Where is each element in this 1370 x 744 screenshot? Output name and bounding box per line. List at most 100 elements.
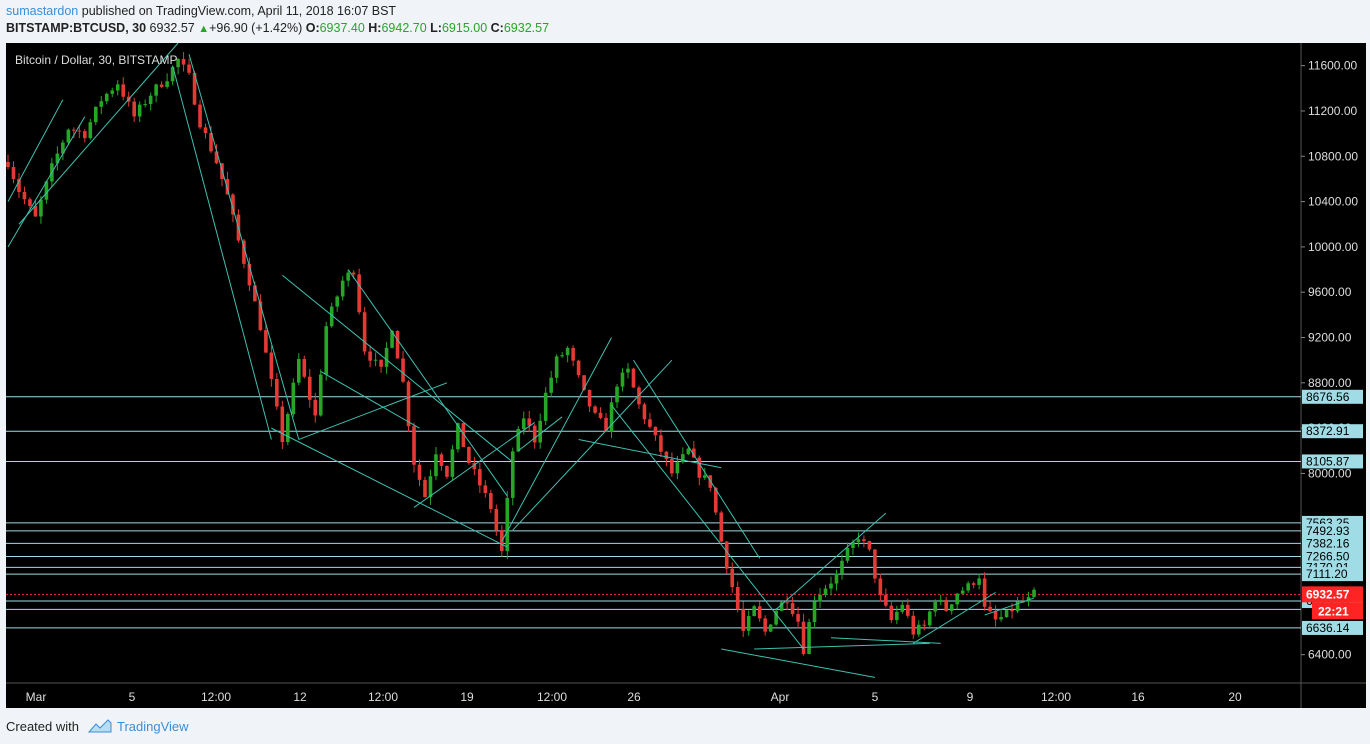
candle-body [659, 435, 663, 452]
candle-body [66, 129, 71, 143]
current-price-tag-bg [1302, 586, 1363, 603]
published-text: published on TradingView.com, April 11, … [78, 4, 397, 18]
candle-body [1032, 589, 1036, 598]
y-tick-label: 9600.00 [1308, 285, 1352, 299]
trendline [611, 405, 804, 650]
candle-body [763, 618, 767, 632]
level-price-label-bg [1302, 424, 1363, 439]
level-price-label-bg [1302, 389, 1363, 404]
level-price-label-bg [1302, 523, 1363, 538]
trendline [501, 337, 612, 542]
candle-body [927, 611, 932, 626]
candle-body [1004, 609, 1009, 618]
tradingview-logo-icon [88, 719, 112, 733]
candle-body [741, 609, 746, 631]
candle-body [505, 497, 510, 552]
candle-body [39, 199, 43, 217]
candle-body [1010, 609, 1014, 612]
y-tick-label: 11600.00 [1308, 59, 1357, 73]
candle-body [626, 368, 630, 373]
y-tick-label: 10400.00 [1308, 195, 1358, 209]
candle-body [494, 508, 499, 531]
x-tick-label: 12:00 [368, 690, 398, 704]
candle-body [253, 285, 257, 302]
candle-body [867, 541, 872, 550]
high-label: H: [368, 21, 382, 35]
candle-body [587, 389, 592, 407]
candle-body [313, 399, 318, 416]
candle-body [746, 615, 751, 631]
candle-body [340, 280, 345, 297]
candle-body [198, 104, 202, 128]
author-link[interactable]: sumastardon [6, 4, 79, 18]
candle-body [55, 153, 60, 164]
candle-body [72, 129, 76, 131]
level-price-label-bg [1302, 454, 1363, 469]
candle-body [231, 194, 235, 215]
candle-body [439, 454, 444, 466]
candle-body [796, 614, 800, 622]
level-price-label-bg [1302, 620, 1363, 635]
candle-body [165, 81, 169, 87]
level-price-label: 8105.87 [1306, 454, 1350, 468]
level-price-label: 6636.14 [1306, 621, 1350, 635]
candle-body [28, 199, 32, 206]
candle-body [445, 465, 449, 477]
candle-body [653, 426, 658, 436]
candle-body [247, 263, 252, 286]
candle-body [549, 377, 553, 393]
candle-body [11, 167, 16, 180]
publication-header: sumastardon published on TradingView.com… [0, 0, 1370, 42]
level-price-label-bg [1302, 536, 1363, 551]
candle-body [527, 418, 532, 426]
candle-body [489, 493, 493, 509]
candle-body [461, 423, 466, 448]
x-tick-label: 20 [1228, 690, 1242, 704]
candle-body [604, 417, 608, 433]
x-tick-label: 5 [129, 690, 136, 704]
candle-body [510, 451, 515, 498]
trendline [754, 642, 930, 650]
candle-body [960, 590, 965, 594]
x-tick-label: 19 [460, 690, 474, 704]
candle-body [368, 351, 372, 361]
x-tick-label: 12 [293, 690, 307, 704]
x-tick-label: Apr [771, 690, 790, 704]
countdown-tag: 22:21 [1318, 604, 1349, 618]
x-tick-label: 9 [967, 690, 974, 704]
price-chart[interactable]: 11600.00 11200.00 10800.00 10400.00 10000.00… [6, 43, 1366, 708]
candle-body [214, 151, 219, 164]
y-tick-label: 10800.00 [1308, 149, 1358, 163]
trendline [320, 371, 420, 429]
candle-body [878, 578, 883, 595]
candle-body [159, 84, 164, 87]
candle-body [895, 611, 899, 621]
created-with-label: Created with [6, 719, 79, 734]
open-value: 6937.40 [319, 21, 365, 35]
candle-body [115, 84, 120, 91]
candle-body [938, 599, 943, 602]
current-price-tag: 6932.57 [1306, 587, 1350, 601]
candle-body [631, 368, 636, 388]
trendline [517, 416, 563, 452]
candle-body [648, 419, 652, 427]
candle-body [774, 610, 778, 625]
candle-body [911, 615, 916, 635]
tradingview-link[interactable]: TradingView [117, 719, 189, 734]
candle-body [384, 347, 389, 367]
level-price-label: 7266.50 [1306, 550, 1350, 564]
candle-body [713, 487, 718, 513]
x-tick-label: 12:00 [1041, 690, 1071, 704]
trendline [721, 648, 875, 678]
candle-body [302, 358, 307, 377]
candle-body [560, 355, 564, 357]
candle-body [845, 547, 850, 561]
footer: Created with TradingView [0, 708, 1370, 744]
candle-body [565, 347, 570, 356]
candle-body [456, 423, 460, 450]
chart-canvas[interactable]: 11600.00 11200.00 10800.00 10400.00 10000.00… [6, 43, 1366, 708]
trendline [7, 99, 64, 202]
candle-body [812, 601, 817, 623]
high-value: 6942.70 [381, 21, 427, 35]
candle-body [971, 583, 976, 585]
